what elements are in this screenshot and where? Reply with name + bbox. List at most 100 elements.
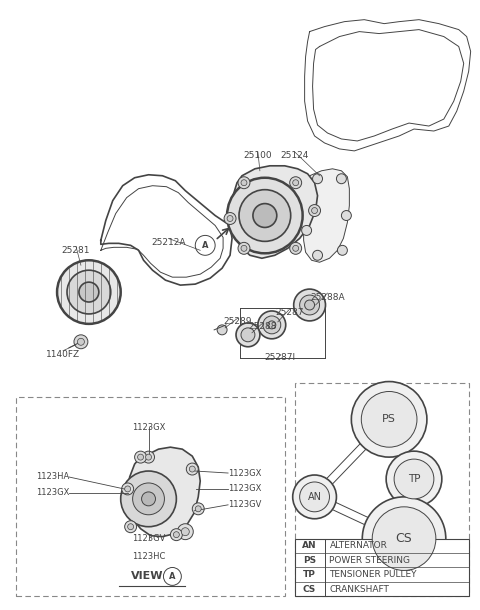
Circle shape — [361, 392, 417, 447]
Circle shape — [170, 529, 182, 540]
Circle shape — [312, 174, 323, 184]
Circle shape — [142, 492, 156, 506]
Circle shape — [253, 204, 277, 228]
Text: ALTERNATOR: ALTERNATOR — [329, 541, 387, 550]
Circle shape — [143, 451, 155, 463]
Circle shape — [300, 295, 320, 315]
Circle shape — [241, 180, 247, 185]
Circle shape — [189, 466, 195, 472]
Circle shape — [173, 532, 180, 537]
Circle shape — [67, 270, 111, 314]
Text: 1140FZ: 1140FZ — [46, 350, 80, 359]
Text: 1123GX: 1123GX — [132, 423, 165, 432]
Polygon shape — [304, 169, 349, 262]
Text: 1123GX: 1123GX — [228, 468, 262, 478]
Circle shape — [238, 177, 250, 188]
Circle shape — [122, 483, 133, 495]
Circle shape — [120, 471, 176, 526]
Polygon shape — [232, 166, 318, 258]
Circle shape — [238, 242, 250, 254]
Circle shape — [301, 226, 312, 235]
Text: 25288A: 25288A — [310, 293, 345, 301]
Text: TP: TP — [408, 474, 420, 484]
Circle shape — [293, 475, 336, 518]
Text: 25212A: 25212A — [151, 238, 186, 247]
Text: 25289: 25289 — [224, 317, 252, 326]
Text: 1123GX: 1123GX — [228, 484, 262, 493]
Circle shape — [181, 528, 189, 536]
Text: 25288: 25288 — [249, 322, 277, 331]
Circle shape — [186, 463, 198, 475]
Circle shape — [164, 567, 181, 586]
Text: 1123GV: 1123GV — [228, 500, 262, 509]
Circle shape — [192, 503, 204, 515]
Circle shape — [145, 454, 152, 460]
Text: 25287I: 25287I — [264, 353, 295, 362]
Bar — [16, 398, 285, 597]
Circle shape — [236, 323, 260, 346]
Circle shape — [217, 325, 227, 335]
Text: TENSIONER PULLEY: TENSIONER PULLEY — [329, 570, 417, 579]
Circle shape — [79, 282, 99, 302]
Text: POWER STEERING: POWER STEERING — [329, 556, 410, 565]
Text: TP: TP — [303, 570, 316, 579]
Circle shape — [394, 459, 434, 499]
Circle shape — [290, 177, 301, 188]
Circle shape — [239, 190, 291, 242]
Circle shape — [293, 245, 299, 251]
Circle shape — [57, 260, 120, 324]
Circle shape — [227, 178, 302, 253]
Text: 25281: 25281 — [62, 246, 90, 255]
Text: A: A — [169, 572, 176, 581]
Circle shape — [312, 207, 318, 213]
Circle shape — [241, 245, 247, 251]
Text: VIEW: VIEW — [131, 572, 163, 581]
Text: AN: AN — [308, 492, 322, 502]
Circle shape — [134, 451, 146, 463]
Text: AN: AN — [302, 541, 317, 550]
Circle shape — [386, 451, 442, 507]
Text: A: A — [202, 241, 208, 250]
Circle shape — [258, 311, 286, 339]
Bar — [295, 382, 468, 597]
Circle shape — [362, 497, 446, 580]
Text: PS: PS — [303, 556, 316, 565]
Circle shape — [305, 300, 314, 310]
Circle shape — [138, 454, 144, 460]
Circle shape — [178, 524, 193, 540]
Text: CS: CS — [396, 532, 412, 545]
Circle shape — [263, 316, 281, 334]
Text: 1123GX: 1123GX — [36, 489, 69, 497]
Circle shape — [309, 204, 321, 217]
Circle shape — [74, 335, 88, 349]
Circle shape — [125, 521, 137, 533]
Circle shape — [227, 215, 233, 221]
Circle shape — [195, 506, 201, 512]
Text: 25124: 25124 — [280, 151, 309, 160]
Text: 1123GV: 1123GV — [132, 534, 165, 543]
Circle shape — [293, 180, 299, 185]
Text: 1123HA: 1123HA — [36, 473, 69, 481]
Circle shape — [312, 250, 323, 260]
Bar — [295, 539, 468, 597]
Circle shape — [290, 242, 301, 254]
Circle shape — [224, 212, 236, 224]
Circle shape — [337, 245, 348, 256]
Circle shape — [268, 321, 276, 329]
Text: CS: CS — [303, 584, 316, 594]
Circle shape — [300, 482, 329, 512]
Polygon shape — [128, 447, 200, 537]
Circle shape — [195, 235, 215, 256]
Text: 25100: 25100 — [243, 151, 272, 160]
Text: CRANKSHAFT: CRANKSHAFT — [329, 584, 389, 594]
Circle shape — [336, 174, 347, 184]
Circle shape — [125, 486, 131, 492]
Circle shape — [128, 524, 133, 529]
Circle shape — [132, 483, 165, 515]
Circle shape — [294, 289, 325, 321]
Circle shape — [351, 381, 427, 457]
Circle shape — [241, 328, 255, 342]
Circle shape — [341, 210, 351, 220]
Text: 1123HC: 1123HC — [132, 552, 165, 561]
Circle shape — [372, 507, 436, 570]
